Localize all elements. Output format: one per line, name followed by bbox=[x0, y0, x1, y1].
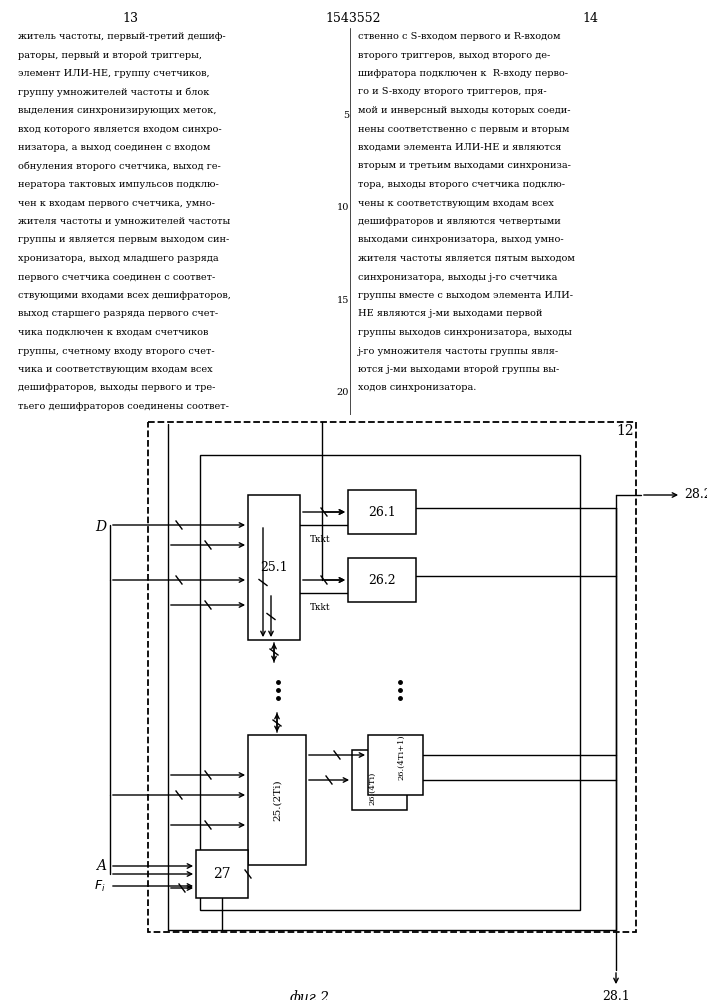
Text: выделения синхронизирующих меток,: выделения синхронизирующих меток, bbox=[18, 106, 216, 115]
Text: 25.(2Ti): 25.(2Ti) bbox=[272, 779, 281, 821]
Text: нератора тактовых импульсов подклю-: нератора тактовых импульсов подклю- bbox=[18, 180, 218, 189]
Text: чика и соответствующим входам всех: чика и соответствующим входам всех bbox=[18, 365, 213, 374]
Text: хронизатора, выход младшего разряда: хронизатора, выход младшего разряда bbox=[18, 254, 218, 263]
Text: обнуления второго счетчика, выход ге-: обнуления второго счетчика, выход ге- bbox=[18, 161, 221, 171]
Text: 10: 10 bbox=[337, 203, 349, 212]
Text: низатора, а выход соединен с входом: низатора, а выход соединен с входом bbox=[18, 143, 211, 152]
Text: чен к входам первого счетчика, умно-: чен к входам первого счетчика, умно- bbox=[18, 198, 215, 208]
Text: 26.1: 26.1 bbox=[368, 506, 396, 518]
Text: 26.2: 26.2 bbox=[368, 574, 396, 586]
Text: раторы, первый и второй триггеры,: раторы, первый и второй триггеры, bbox=[18, 50, 202, 60]
Text: вторым и третьим выходами синхрониза-: вторым и третьим выходами синхрониза- bbox=[358, 161, 571, 170]
Text: нены соответственно с первым и вторым: нены соответственно с первым и вторым bbox=[358, 124, 569, 133]
Text: вход которого является входом синхро-: вход которого является входом синхро- bbox=[18, 124, 221, 133]
Text: группы вместе с выходом элемента ИЛИ-: группы вместе с выходом элемента ИЛИ- bbox=[358, 291, 573, 300]
Bar bbox=[248, 735, 306, 865]
Text: 14: 14 bbox=[582, 12, 598, 25]
Text: ственно с S-входом первого и R-входом: ственно с S-входом первого и R-входом bbox=[358, 32, 561, 41]
Text: тьего дешифраторов соединены соответ-: тьего дешифраторов соединены соответ- bbox=[18, 402, 229, 411]
Text: ствующими входами всех дешифраторов,: ствующими входами всех дешифраторов, bbox=[18, 291, 231, 300]
Text: мой и инверсный выходы которых соеди-: мой и инверсный выходы которых соеди- bbox=[358, 106, 571, 115]
Bar bbox=[148, 422, 636, 932]
Text: 26.(4Ti+1): 26.(4Ti+1) bbox=[397, 734, 406, 780]
Text: $F_i$: $F_i$ bbox=[95, 878, 106, 894]
Text: ются j-ми выходами второй группы вы-: ются j-ми выходами второй группы вы- bbox=[358, 365, 559, 374]
Text: выход старшего разряда первого счет-: выход старшего разряда первого счет- bbox=[18, 310, 218, 318]
Text: го и S-входу второго триггеров, пря-: го и S-входу второго триггеров, пря- bbox=[358, 88, 547, 97]
Text: 5: 5 bbox=[343, 111, 349, 120]
Bar bbox=[352, 750, 407, 810]
Text: НЕ являются j-ми выходами первой: НЕ являются j-ми выходами первой bbox=[358, 310, 542, 318]
Bar bbox=[248, 495, 300, 640]
Text: второго триггеров, выход второго де-: второго триггеров, выход второго де- bbox=[358, 50, 550, 60]
Bar bbox=[200, 455, 580, 910]
Text: чены к соответствующим входам всех: чены к соответствующим входам всех bbox=[358, 198, 554, 208]
Bar bbox=[348, 490, 416, 534]
Text: группы, счетному входу второго счет-: группы, счетному входу второго счет- bbox=[18, 347, 215, 356]
Text: 1543552: 1543552 bbox=[325, 12, 381, 25]
Text: 28.2: 28.2 bbox=[684, 488, 707, 502]
Text: Tкkt: Tкkt bbox=[310, 535, 330, 544]
Text: группы и является первым выходом син-: группы и является первым выходом син- bbox=[18, 235, 229, 244]
Text: 12: 12 bbox=[617, 424, 634, 438]
Text: 28.1: 28.1 bbox=[602, 990, 630, 1000]
Text: 20: 20 bbox=[337, 388, 349, 397]
Text: чика подключен к входам счетчиков: чика подключен к входам счетчиков bbox=[18, 328, 209, 337]
Text: фиг.2: фиг.2 bbox=[290, 990, 330, 1000]
Text: 15: 15 bbox=[337, 296, 349, 305]
Text: жителя частоты и умножителей частоты: жителя частоты и умножителей частоты bbox=[18, 217, 230, 226]
Text: синхронизатора, выходы j-го счетчика: синхронизатора, выходы j-го счетчика bbox=[358, 272, 557, 282]
Text: элемент ИЛИ-НЕ, группу счетчиков,: элемент ИЛИ-НЕ, группу счетчиков, bbox=[18, 69, 209, 78]
Text: D: D bbox=[95, 520, 106, 534]
Text: дешифраторов, выходы первого и тре-: дешифраторов, выходы первого и тре- bbox=[18, 383, 216, 392]
Text: j-го умножителя частоты группы явля-: j-го умножителя частоты группы явля- bbox=[358, 347, 559, 356]
Text: жителя частоты является пятым выходом: жителя частоты является пятым выходом bbox=[358, 254, 575, 263]
Text: 27: 27 bbox=[214, 867, 230, 881]
Text: группы выходов синхронизатора, выходы: группы выходов синхронизатора, выходы bbox=[358, 328, 572, 337]
Text: 25.1: 25.1 bbox=[260, 561, 288, 574]
Bar bbox=[368, 735, 423, 795]
Text: 13: 13 bbox=[122, 12, 138, 25]
Text: ходов синхронизатора.: ходов синхронизатора. bbox=[358, 383, 477, 392]
Text: 26.(4Ti): 26.(4Ti) bbox=[368, 771, 377, 805]
Text: первого счетчика соединен с соответ-: первого счетчика соединен с соответ- bbox=[18, 272, 215, 282]
Text: Tкkt: Tкkt bbox=[310, 603, 330, 612]
Text: тора, выходы второго счетчика подклю-: тора, выходы второго счетчика подклю- bbox=[358, 180, 565, 189]
Text: выходами синхронизатора, выход умно-: выходами синхронизатора, выход умно- bbox=[358, 235, 563, 244]
Text: шифратора подключен к  R-входу перво-: шифратора подключен к R-входу перво- bbox=[358, 69, 568, 78]
Bar bbox=[348, 558, 416, 602]
Bar bbox=[196, 850, 248, 898]
Text: A: A bbox=[96, 859, 106, 873]
Text: житель частоты, первый-третий дешиф-: житель частоты, первый-третий дешиф- bbox=[18, 32, 226, 41]
Text: входами элемента ИЛИ-НЕ и являются: входами элемента ИЛИ-НЕ и являются bbox=[358, 143, 561, 152]
Text: группу умножителей частоты и блок: группу умножителей частоты и блок bbox=[18, 88, 209, 97]
Text: дешифраторов и являются четвертыми: дешифраторов и являются четвертыми bbox=[358, 217, 561, 226]
